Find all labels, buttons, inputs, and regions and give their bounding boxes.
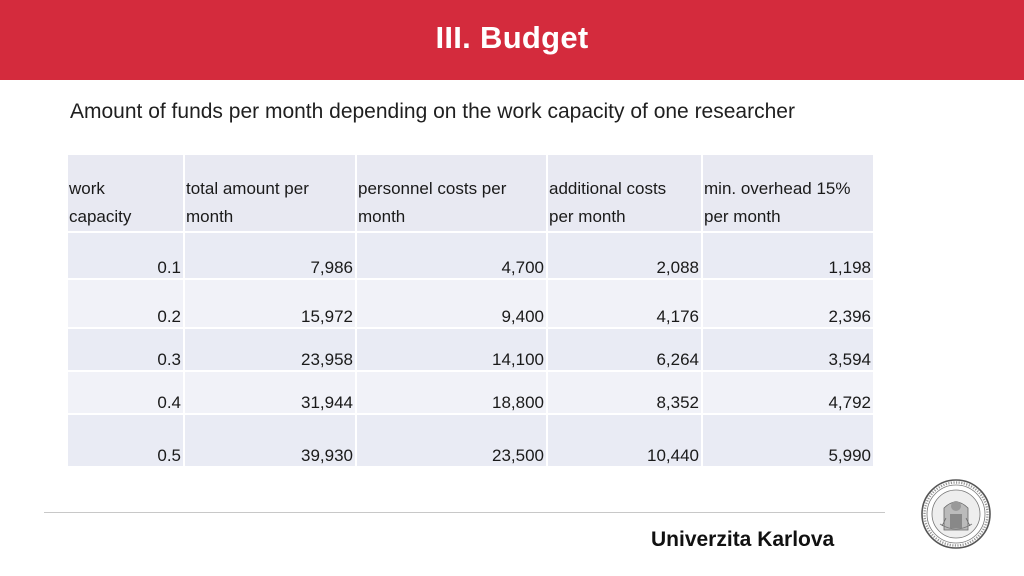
header-line: personnel costs per [358,179,507,198]
cell-personnel-costs: 18,800 [356,370,548,414]
header-line: per month [704,207,781,226]
table-row: 0.1 7,986 4,700 2,088 1,198 [68,231,875,279]
header-personnel-costs: personnel costs per month [356,155,548,232]
footer-divider [44,512,885,513]
slide-subtitle: Amount of funds per month depending on t… [70,100,795,123]
cell-work-capacity: 0.3 [68,327,185,371]
header-line: total amount per [186,179,309,198]
cell-overhead: 4,792 [702,370,875,414]
header-total-amount: total amount per month [184,155,357,232]
table-row: 0.2 15,972 9,400 4,176 2,396 [68,278,875,328]
cell-personnel-costs: 14,100 [356,327,548,371]
table-header-row: work capacity total amount per month per… [68,155,875,232]
cell-personnel-costs: 4,700 [356,231,548,279]
budget-table-container: work capacity total amount per month per… [68,155,875,466]
cell-overhead: 2,396 [702,278,875,328]
cell-overhead: 3,594 [702,327,875,371]
title-bar [0,0,1024,80]
header-line: min. overhead 15% [704,179,851,198]
cell-additional-costs: 4,176 [547,278,703,328]
slide-title: III. Budget [435,20,589,55]
university-name: Univerzita Karlova [651,528,835,551]
header-line: additional costs [549,179,667,198]
cell-work-capacity: 0.5 [68,413,185,466]
table-row: 0.5 39,930 23,500 10,440 5,990 [68,413,875,466]
header-line: month [186,207,234,226]
header-overhead: min. overhead 15% per month [702,155,875,232]
header-line: capacity [69,207,132,226]
cell-additional-costs: 10,440 [547,413,703,466]
cell-overhead: 5,990 [702,413,875,466]
cell-personnel-costs: 9,400 [356,278,548,328]
cell-personnel-costs: 23,500 [356,413,548,466]
header-line: month [358,207,406,226]
cell-additional-costs: 2,088 [547,231,703,279]
cell-additional-costs: 6,264 [547,327,703,371]
table-row: 0.4 31,944 18,800 8,352 4,792 [68,370,875,414]
header-line: per month [549,207,626,226]
cell-total-amount: 7,986 [184,231,357,279]
cell-work-capacity: 0.4 [68,370,185,414]
cell-additional-costs: 8,352 [547,370,703,414]
budget-table: work capacity total amount per month per… [68,155,875,466]
header-work-capacity: work capacity [68,155,185,232]
university-seal-icon [921,479,991,549]
cell-total-amount: 31,944 [184,370,357,414]
cell-total-amount: 23,958 [184,327,357,371]
cell-work-capacity: 0.1 [68,231,185,279]
cell-total-amount: 15,972 [184,278,357,328]
header-additional-costs: additional costs per month [547,155,703,232]
cell-total-amount: 39,930 [184,413,357,466]
header-line: work [69,179,105,198]
table-row: 0.3 23,958 14,100 6,264 3,594 [68,327,875,371]
cell-overhead: 1,198 [702,231,875,279]
cell-work-capacity: 0.2 [68,278,185,328]
